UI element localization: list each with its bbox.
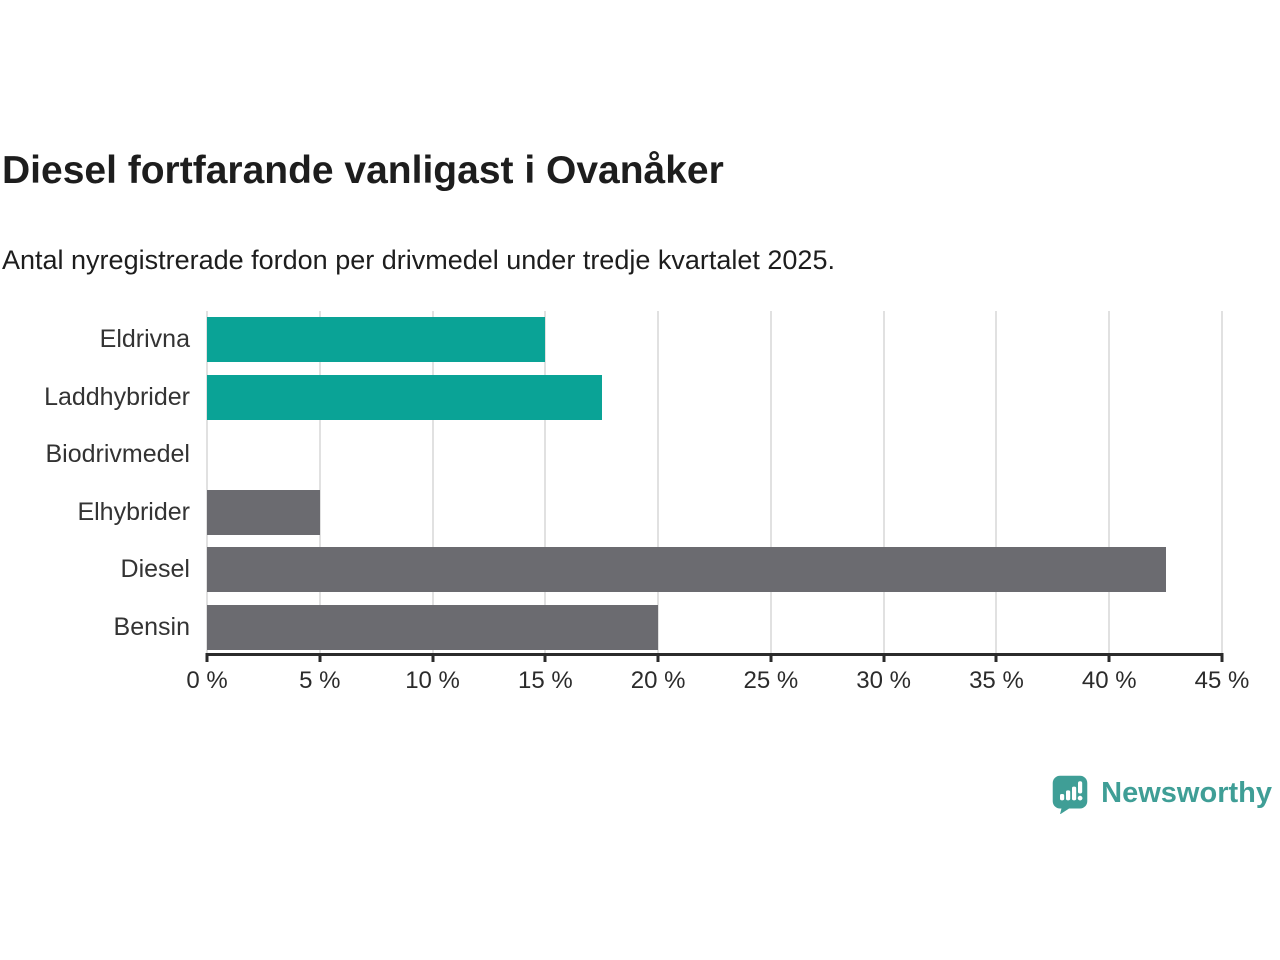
axis-tick-label: 10 % <box>405 667 460 694</box>
axis-tick-label: 35 % <box>969 667 1024 694</box>
category-label: Elhybrider <box>77 497 190 526</box>
bar-eldrivna <box>207 317 546 363</box>
axis-tick-label: 20 % <box>630 667 686 694</box>
bar-chart: Eldrivna Laddhybrider Biodrivmedel Elhybrid… <box>0 311 1260 694</box>
gridline <box>1221 311 1223 653</box>
axis-tick <box>1107 653 1111 662</box>
gridline <box>206 311 208 653</box>
axis-tick-label: 0 % <box>186 667 228 694</box>
bar-laddhybrider <box>207 374 602 420</box>
newsworthy-logo: Newsworthy <box>1050 773 1272 814</box>
axis-tick-label: 25 % <box>743 667 799 694</box>
axis-tick <box>543 653 547 662</box>
category-label: Diesel <box>120 555 190 584</box>
plot-area: 0 % 5 % 10 % 15 % 20 % 25 % 30 % 35 % 40 % 45 % <box>186 311 1249 694</box>
axis-tick <box>318 653 322 662</box>
category-label: Biodrivmedel <box>45 440 190 469</box>
page-title: Diesel fortfarande vanligast i Ovanåker <box>2 149 724 192</box>
gridline <box>882 311 885 653</box>
axis-tick <box>1220 653 1224 662</box>
axis-tick <box>205 653 209 662</box>
axis-tick-label: 40 % <box>1081 667 1137 694</box>
bar-diesel <box>207 547 1166 593</box>
category-labels: Eldrivna Laddhybrider Biodrivmedel Elhybrid… <box>0 311 190 656</box>
gridline <box>995 311 998 653</box>
category-label: Laddhybrider <box>44 382 190 411</box>
gridline <box>769 311 772 653</box>
bar-elhybrider <box>207 489 320 535</box>
axis-tick <box>882 653 886 662</box>
gridline <box>431 311 434 653</box>
newsworthy-bubble-chart-icon <box>1050 773 1090 814</box>
gridline <box>1108 311 1111 653</box>
axis-tick <box>431 653 435 662</box>
gridline <box>544 311 547 653</box>
axis-tick-label: 45 % <box>1194 667 1250 694</box>
page-subtitle: Antal nyregistrerade fordon per drivmede… <box>2 245 835 275</box>
axis-tick-label: 30 % <box>856 667 912 694</box>
bar-bensin <box>207 604 659 650</box>
axis-tick-label: 15 % <box>517 667 573 694</box>
axis-tick <box>656 653 660 662</box>
gridline <box>318 311 321 653</box>
category-label: Eldrivna <box>99 325 190 354</box>
axis-tick-label: 5 % <box>299 667 341 694</box>
axis-tick <box>769 653 773 662</box>
category-label: Bensin <box>113 612 190 641</box>
brand-name: Newsworthy <box>1101 777 1272 809</box>
gridline <box>657 311 660 653</box>
axis-tick <box>994 653 998 662</box>
